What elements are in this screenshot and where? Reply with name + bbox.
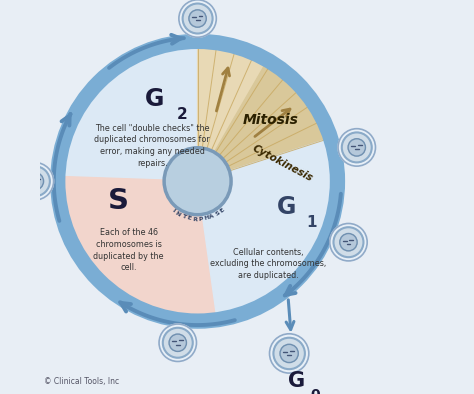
Text: © Clinical Tools, Inc: © Clinical Tools, Inc [44,377,119,386]
Circle shape [159,324,197,361]
Circle shape [58,41,337,321]
Text: I: I [171,208,175,213]
Text: S: S [214,211,220,217]
Circle shape [163,328,193,358]
Text: E: E [219,207,226,214]
Wedge shape [198,41,267,181]
Circle shape [270,334,309,373]
Text: T: T [180,214,186,220]
Text: 2: 2 [176,107,187,122]
Text: G: G [145,87,164,110]
Text: S: S [108,187,129,215]
Text: P: P [198,217,203,222]
Circle shape [338,129,375,166]
Circle shape [169,334,186,351]
Wedge shape [58,41,198,181]
Wedge shape [198,138,337,320]
Circle shape [182,4,212,33]
Text: Each of the 46
chromosomes is
duplicated by the
cell.: Each of the 46 chromosomes is duplicated… [93,228,164,272]
Circle shape [189,10,206,27]
Circle shape [342,132,372,162]
Text: G: G [289,371,306,391]
Text: Cellular contents,
excluding the chromosomes,
are duplicated.: Cellular contents, excluding the chromos… [210,248,327,280]
Text: 1: 1 [307,215,317,230]
Wedge shape [58,177,217,321]
Circle shape [26,173,44,190]
Circle shape [179,0,216,37]
Text: Mitosis: Mitosis [243,113,299,127]
Text: E: E [186,216,191,221]
Text: H: H [203,216,210,221]
Text: 0: 0 [310,388,319,394]
Circle shape [280,344,298,362]
Circle shape [20,166,50,196]
Circle shape [348,139,365,156]
Text: N: N [174,210,182,217]
Text: R: R [192,217,197,222]
Wedge shape [198,60,331,181]
Circle shape [273,338,305,369]
Text: The cell "double checks" the
duplicated chromosomes for
error, making any needed: The cell "double checks" the duplicated … [94,124,210,168]
Circle shape [334,227,364,257]
Text: G: G [276,195,296,219]
Circle shape [340,234,357,251]
Circle shape [164,148,231,215]
Circle shape [330,223,367,261]
Circle shape [16,162,54,200]
Text: A: A [209,214,215,220]
Text: Cytokinesis: Cytokinesis [250,143,314,184]
